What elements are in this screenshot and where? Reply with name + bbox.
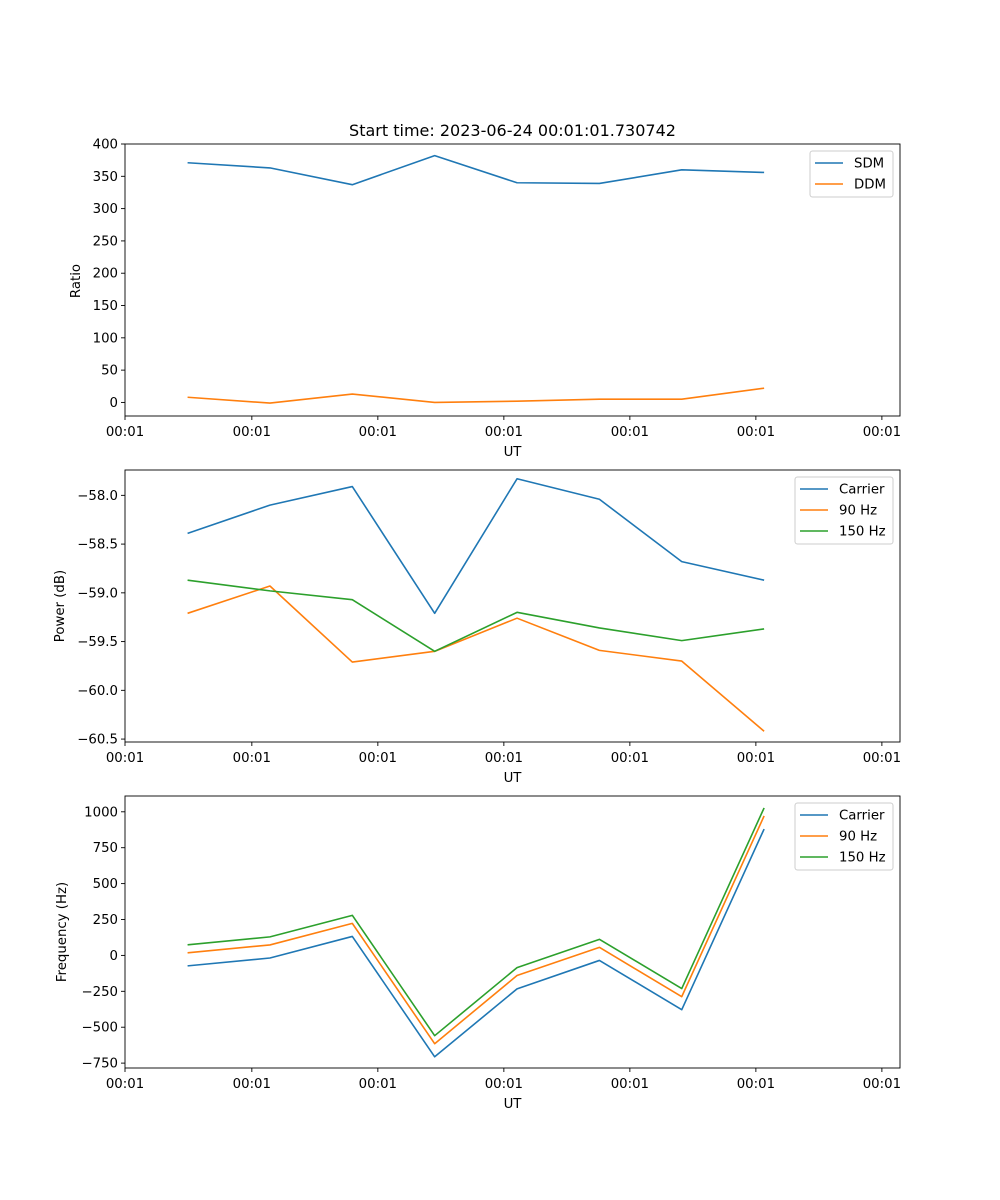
y-tick-label: 0 bbox=[110, 396, 118, 411]
series-line-ddm bbox=[187, 387, 765, 404]
series-line-150-hz bbox=[187, 807, 765, 1037]
y-tick-label: 200 bbox=[93, 267, 118, 282]
x-tick-label: 00:01 bbox=[611, 425, 649, 440]
y-axis-label: Ratio bbox=[69, 264, 84, 298]
series-line-90-hz bbox=[187, 585, 765, 732]
y-tick-label: −59.5 bbox=[77, 635, 118, 650]
y-tick-label: 750 bbox=[93, 841, 118, 856]
x-tick-label: 00:01 bbox=[737, 425, 775, 440]
legend-entry: 90 Hz bbox=[839, 830, 877, 845]
x-tick-label: 00:01 bbox=[106, 1077, 144, 1092]
power-panel: UT Power (dB) 00:01 00:01 00:01 00:01 00:01 0… bbox=[53, 469, 901, 786]
ratio-panel: Start time: 2023-06-24 00:01:01.730742 U… bbox=[69, 121, 901, 460]
axes-frame bbox=[124, 795, 901, 1069]
plot-area: 00:01 00:01 00:01 00:01 00:01 00:01 00:01 0 50 10… bbox=[93, 138, 901, 441]
chart-title: Start time: 2023-06-24 00:01:01.730742 bbox=[349, 121, 676, 140]
x-tick-label: 00:01 bbox=[737, 1077, 775, 1092]
y-tick-label: 250 bbox=[93, 913, 118, 928]
legend-box bbox=[794, 802, 894, 871]
series-line-90-hz bbox=[187, 815, 765, 1045]
x-tick-label: 00:01 bbox=[106, 751, 144, 766]
y-tick-label: 300 bbox=[93, 202, 118, 217]
series-line-sdm bbox=[187, 154, 765, 186]
x-tick-label: 00:01 bbox=[863, 425, 901, 440]
legend-entry: 150 Hz bbox=[839, 525, 886, 540]
x-tick-label: 00:01 bbox=[359, 1077, 397, 1092]
y-tick-label: −60.5 bbox=[77, 733, 118, 748]
frequency-panel: UT Frequency (Hz) 00:01 00:01 00:01 00:01 00… bbox=[55, 795, 901, 1112]
x-tick-label: 00:01 bbox=[233, 425, 271, 440]
x-tick-label: 00:01 bbox=[485, 425, 523, 440]
y-tick-label: 50 bbox=[101, 364, 118, 379]
legend-entry: Carrier bbox=[839, 483, 885, 498]
y-tick-label: −60.0 bbox=[77, 684, 118, 699]
y-tick-label: −59.0 bbox=[77, 586, 118, 601]
x-tick-label: 00:01 bbox=[233, 751, 271, 766]
y-axis-label: Frequency (Hz) bbox=[55, 882, 70, 982]
y-tick-label: −58.5 bbox=[77, 538, 118, 553]
y-tick-label: −500 bbox=[81, 1021, 118, 1036]
x-axis-label: UT bbox=[504, 771, 523, 786]
y-tick-label: −58.0 bbox=[77, 489, 118, 504]
y-axis-label: Power (dB) bbox=[53, 570, 68, 642]
y-tick-label: 350 bbox=[93, 170, 118, 185]
x-tick-label: 00:01 bbox=[863, 1077, 901, 1092]
x-tick-label: 00:01 bbox=[611, 751, 649, 766]
axes-frame bbox=[124, 143, 901, 417]
x-tick-label: 00:01 bbox=[359, 425, 397, 440]
legend: Carrier 90 Hz 150 Hz bbox=[794, 476, 894, 545]
axes-frame bbox=[124, 469, 901, 743]
y-tick-label: 0 bbox=[110, 949, 118, 964]
y-tick-label: 1000 bbox=[84, 805, 118, 820]
x-tick-label: 00:01 bbox=[737, 751, 775, 766]
y-tick-label: −250 bbox=[81, 985, 118, 1000]
y-tick-label: 250 bbox=[93, 234, 118, 249]
x-tick-label: 00:01 bbox=[233, 1077, 271, 1092]
legend-entry: 90 Hz bbox=[839, 504, 877, 519]
legend-box bbox=[794, 476, 894, 545]
x-tick-label: 00:01 bbox=[485, 751, 523, 766]
legend: Carrier 90 Hz 150 Hz bbox=[794, 802, 894, 871]
x-tick-label: 00:01 bbox=[359, 751, 397, 766]
y-tick-label: 100 bbox=[93, 331, 118, 346]
legend-entry: SDM bbox=[854, 157, 884, 172]
y-tick-label: 400 bbox=[93, 138, 118, 153]
x-tick-label: 00:01 bbox=[485, 1077, 523, 1092]
legend-entry: Carrier bbox=[839, 809, 885, 824]
legend-entry: 150 Hz bbox=[839, 851, 886, 866]
y-tick-label: 500 bbox=[93, 877, 118, 892]
x-tick-label: 00:01 bbox=[106, 425, 144, 440]
y-tick-label: 150 bbox=[93, 299, 118, 314]
plot-area: 00:01 00:01 00:01 00:01 00:01 00:01 00:01 −60.5… bbox=[77, 469, 901, 766]
y-tick-label: −750 bbox=[81, 1057, 118, 1072]
x-axis-label: UT bbox=[504, 1097, 523, 1112]
legend-entry: DDM bbox=[854, 178, 886, 193]
plot-area: 00:01 00:01 00:01 00:01 00:01 00:01 00:01 −750 −… bbox=[81, 795, 901, 1092]
series-line-150-hz bbox=[187, 579, 765, 653]
legend: SDM DDM bbox=[809, 150, 894, 198]
series-line-carrier bbox=[187, 828, 765, 1058]
x-axis-label: UT bbox=[504, 445, 523, 460]
x-tick-label: 00:01 bbox=[611, 1077, 649, 1092]
series-line-carrier bbox=[187, 477, 765, 615]
x-tick-label: 00:01 bbox=[863, 751, 901, 766]
